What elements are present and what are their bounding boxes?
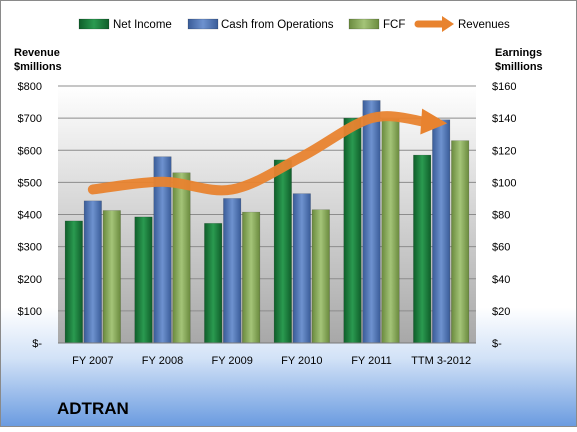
legend-label: Net Income xyxy=(113,19,172,31)
legend-swatch xyxy=(187,18,219,30)
legend-swatch-arrow xyxy=(442,16,454,32)
right-tick-label: $120 xyxy=(492,145,516,157)
right-axis-title-line1: Earnings xyxy=(495,47,542,59)
x-tick-label: FY 2008 xyxy=(142,355,183,367)
legend-label: Revenues xyxy=(458,19,510,31)
bar-net-income xyxy=(64,220,83,344)
right-tick-label: $60 xyxy=(492,242,510,254)
gridlines xyxy=(58,85,476,312)
bar-cash-from-operations xyxy=(432,119,451,344)
bar-net-income xyxy=(204,223,223,344)
left-tick-label: $400 xyxy=(18,210,42,222)
bar-net-income xyxy=(343,117,362,344)
bar-net-income xyxy=(413,154,432,344)
legend: Net Income Cash from Operations FCF Revenue… xyxy=(78,16,510,32)
legend-label: Cash from Operations xyxy=(221,19,334,31)
right-tick-label: $- xyxy=(492,338,502,350)
chart-title: ADTRAN xyxy=(57,399,129,418)
bar-net-income xyxy=(273,159,292,344)
bar-series xyxy=(64,100,470,344)
axes: $- $- $100 $20 $200 $40 $300 $60 $400 $80 $500 $100… xyxy=(14,47,543,367)
bar-fcf xyxy=(102,210,121,344)
left-tick-label: $300 xyxy=(18,242,42,254)
x-tick-label: FY 2009 xyxy=(211,355,252,367)
bar-cash-from-operations xyxy=(83,200,102,344)
x-tick-label: FY 2007 xyxy=(72,355,113,367)
left-tick-label: $700 xyxy=(18,113,42,125)
bar-fcf xyxy=(242,211,261,344)
right-tick-label: $80 xyxy=(492,210,510,222)
legend-swatch xyxy=(348,18,380,30)
left-tick-label: $200 xyxy=(18,274,42,286)
right-tick-label: $160 xyxy=(492,81,516,93)
right-axis-title-line2: $millions xyxy=(495,61,543,73)
bar-cash-from-operations xyxy=(223,198,242,344)
bar-fcf xyxy=(451,140,470,344)
bar-fcf xyxy=(311,209,330,344)
left-axis-title-line2: $millions xyxy=(14,61,62,73)
left-tick-label: $500 xyxy=(18,177,42,189)
left-axis-title-line1: Revenue xyxy=(14,47,60,59)
left-tick-label: $- xyxy=(32,338,42,350)
bar-net-income xyxy=(134,216,153,344)
bar-fcf xyxy=(381,118,400,344)
bar-cash-from-operations xyxy=(362,100,381,344)
revenues-line-path xyxy=(87,111,431,196)
left-tick-label: $100 xyxy=(18,306,42,318)
right-tick-label: $40 xyxy=(492,274,510,286)
right-tick-label: $20 xyxy=(492,306,510,318)
right-tick-label: $140 xyxy=(492,113,516,125)
x-tick-label: FY 2010 xyxy=(281,355,322,367)
bar-cash-from-operations xyxy=(292,193,311,344)
x-tick-label: TTM 3-2012 xyxy=(411,355,471,367)
revenues-line-arrowhead xyxy=(420,108,448,135)
left-tick-label: $600 xyxy=(18,145,42,157)
x-tick-label: FY 2011 xyxy=(351,355,392,367)
left-tick-label: $800 xyxy=(18,81,42,93)
legend-label: FCF xyxy=(383,19,405,31)
revenues-line xyxy=(87,108,448,196)
right-tick-label: $100 xyxy=(492,177,516,189)
legend-swatch xyxy=(78,18,110,30)
bar-fcf xyxy=(172,172,191,344)
